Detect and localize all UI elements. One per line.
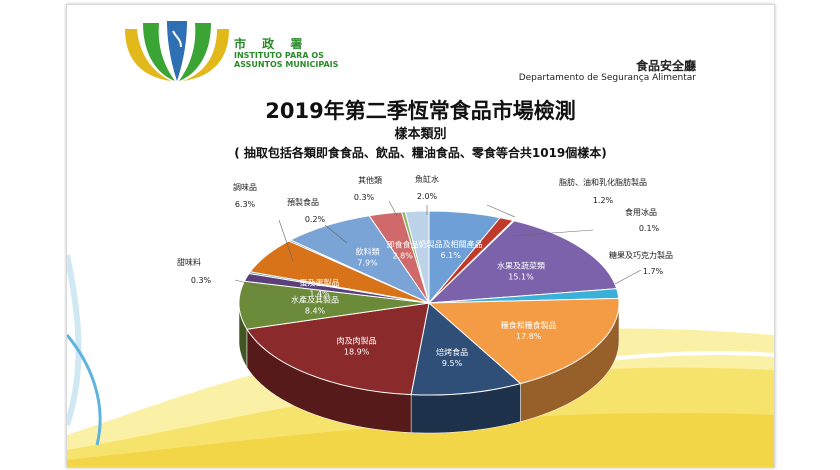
leader-line xyxy=(278,219,294,262)
slice-label: 焙烤食品 xyxy=(436,347,468,357)
slice-value: 1.2% xyxy=(593,196,614,205)
leader-line xyxy=(614,269,642,285)
left-swirl-blue xyxy=(67,334,102,446)
slice-value: 9.5% xyxy=(442,359,463,368)
chart-title: 2019年第二季恆常食品市場檢測 xyxy=(265,99,576,123)
slice-value: 2.8% xyxy=(393,251,414,260)
slice-value: 1.7% xyxy=(643,267,664,276)
slice-value: 15.1% xyxy=(508,272,534,281)
leader-line xyxy=(234,279,268,289)
pie-slice xyxy=(246,302,430,396)
pie-chart: 奶製品及相關產品 6.1% 脂肪、油和乳化脂肪製品 1.2% 食用冰品 0.1% 水果及蔬菜… xyxy=(177,174,673,434)
slice-value: 8.4% xyxy=(305,306,326,315)
dept-name-zh: 食品安全廳 xyxy=(635,59,696,73)
pie-slice xyxy=(410,302,522,396)
slice-label: 奶製品及相關產品 xyxy=(419,239,483,249)
pie-slice xyxy=(427,297,620,385)
slice-label: 蛋及蛋製品 xyxy=(300,278,340,288)
slice-value: 6.3% xyxy=(235,200,256,209)
pie-slice xyxy=(289,215,431,305)
slice-label: 水果及蔬菜類 xyxy=(497,260,545,270)
leader-line xyxy=(324,224,348,244)
slice-label: 即食食品 xyxy=(387,239,419,249)
slice-label: 糧食和糧食製品 xyxy=(501,320,557,330)
slice-value: 0.2% xyxy=(305,215,326,224)
slice-value: 2.0% xyxy=(417,192,438,201)
imd-logo xyxy=(125,21,229,81)
slice-value: 18.9% xyxy=(344,348,370,357)
chart-subtitle: 樣本類別 xyxy=(394,127,447,142)
slice-label: 調味品 xyxy=(233,182,257,192)
slice-value: 1.4% xyxy=(309,290,330,299)
slice-label: 其他類 xyxy=(358,175,382,185)
slice-value: 17.8% xyxy=(516,332,542,341)
slice-label: 水產及其製品 xyxy=(291,294,339,304)
leader-line xyxy=(486,204,516,218)
slice-label: 食用冰品 xyxy=(625,207,657,217)
slice-label: 脂肪、油和乳化脂肪製品 xyxy=(559,177,647,187)
slice-label: 預製食品 xyxy=(287,197,319,207)
slice-value: 0.3% xyxy=(191,276,212,285)
wave-front xyxy=(67,413,774,467)
slice-label: 肉及肉製品 xyxy=(337,336,377,346)
slice-label: 魚缸水 xyxy=(415,174,439,184)
slice-value: 6.1% xyxy=(441,251,462,260)
pie-slice xyxy=(404,210,430,304)
org-name-zh: 市 政 署 xyxy=(234,37,309,51)
pie-slice xyxy=(427,220,618,304)
left-swirl xyxy=(67,254,82,426)
leader-line xyxy=(388,200,398,217)
slice-label: 甜味料 xyxy=(177,257,201,267)
slice-value: 7.9% xyxy=(357,259,378,268)
leader-line xyxy=(510,229,594,237)
slice-value: 0.3% xyxy=(354,193,375,202)
dept-name-pt: Departamento de Segurança Alimentar xyxy=(518,73,696,83)
slice-label: 飲料類 xyxy=(356,247,380,257)
slice-value: 0.1% xyxy=(639,224,660,233)
slice-label: 糖果及巧克力製品 xyxy=(609,250,673,260)
slide: 市 政 署 INSTITUTO PARA OS ASSUNTOS MUNICIP… xyxy=(66,4,775,468)
chart-note: ( 抽取包括各類即食食品、飲品、糧油食品、零食等合共1019個樣本) xyxy=(234,146,607,160)
org-name-pt: INSTITUTO PARA OS ASSUNTOS MUNICIPAIS xyxy=(234,51,339,69)
